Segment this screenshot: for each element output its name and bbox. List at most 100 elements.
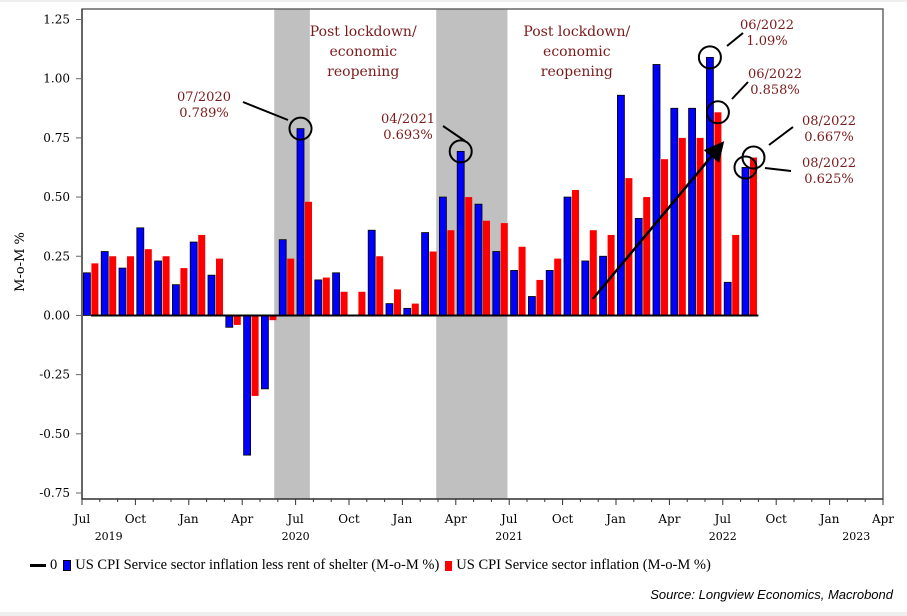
region-label-line: economic: [543, 44, 611, 60]
chart: 1.251.000.750.500.250.00-0.25-0.50-0.75 …: [13, 8, 894, 543]
bar-blue-2019-08: [100, 251, 109, 316]
y-tick-label: 0.25: [43, 249, 70, 263]
bar-blue-2020-08: [314, 279, 323, 316]
bar-blue-2019-10: [136, 227, 145, 316]
y-tick-label: 1.25: [43, 13, 70, 27]
y-tick-label: -0.75: [39, 486, 70, 500]
x-tick-label: Jul: [499, 512, 518, 526]
legend-series-1: US CPI Service sector inflation less ren…: [75, 557, 440, 573]
x-tick-label: Jan: [177, 512, 199, 526]
y-tick-label: -0.25: [39, 368, 70, 382]
x-tick-label: Jul: [72, 512, 91, 526]
region-label-line: economic: [329, 44, 397, 60]
annotation-label: 0.858%: [750, 83, 800, 98]
x-tick-label: Oct: [766, 512, 788, 526]
y-tick-label: 0.50: [43, 190, 70, 204]
bar-blue-2022-01: [617, 94, 625, 316]
bar-blue-2022-07: [723, 281, 732, 316]
bar-blue-2022-02: [634, 217, 643, 316]
bar-blue-2022-05: [688, 107, 696, 316]
bottom-border: [0, 612, 907, 616]
bar-blue-2020-02: [207, 274, 216, 316]
bar-red-2020-04: [251, 315, 259, 396]
bar-red-2020-06: [287, 258, 295, 316]
bar-red-2019-11: [162, 256, 170, 316]
x-tick-label: Jan: [391, 512, 413, 526]
annotation-label: 06/2022: [740, 18, 794, 33]
y-axis-label: M-o-M %: [13, 232, 28, 292]
annotation-circle: [288, 116, 313, 141]
bar-blue-2020-11: [367, 229, 376, 316]
x-tick-label: Jul: [713, 512, 732, 526]
bar-blue-2021-08: [528, 296, 536, 316]
y-tick-label: -0.50: [39, 427, 70, 441]
bar-red-2020-11: [376, 256, 384, 316]
bar-red-2021-01: [411, 303, 419, 316]
x-tick-label: Jan: [604, 512, 626, 526]
bar-blue-2021-07: [510, 270, 519, 316]
bar-blue-2020-06: [278, 239, 287, 316]
bar-blue-2021-05: [474, 203, 483, 316]
y-tick-label: 0.75: [43, 131, 70, 145]
bar-red-2021-06: [500, 223, 508, 316]
region-label-line: reopening: [541, 64, 613, 80]
bar-red-2021-04: [465, 197, 473, 316]
x-tick-label: Apr: [230, 512, 253, 526]
bar-red-2022-06: [714, 112, 722, 316]
bar-red-2019-07: [91, 263, 99, 316]
bar-red-2021-08: [536, 279, 544, 316]
bar-blue-2020-05: [260, 315, 269, 390]
x-tick-label: Oct: [125, 512, 147, 526]
trend-arrow: [591, 141, 725, 300]
bar-blue-2021-06: [492, 251, 501, 316]
bar-blue-2020-01: [189, 241, 198, 316]
bar-red-2020-12: [394, 289, 401, 316]
bar-red-2021-10: [572, 189, 579, 316]
bar-blue-2022-04: [670, 107, 679, 316]
legend-series-2: US CPI Service sector inflation (M-o-M %…: [456, 557, 711, 573]
bar-red-2022-05: [696, 137, 704, 316]
bar-red-2022-02: [643, 197, 651, 316]
annotation-label: 0.693%: [383, 128, 433, 143]
x-tick-label: Apr: [444, 512, 467, 526]
bar-red-2019-08: [109, 256, 117, 316]
bar-red-2022-08: [750, 157, 757, 316]
bar-red-2021-02: [429, 251, 437, 316]
year-label: 2023: [842, 530, 870, 543]
bar-blue-2020-03: [225, 315, 234, 328]
legend-red-swatch: [445, 560, 453, 571]
region-label-line: Post lockdown/: [310, 24, 417, 40]
year-label: 2019: [95, 530, 123, 543]
annotation-leader-line: [242, 101, 289, 121]
annotation-circle: [733, 155, 758, 180]
legend-zero-line-swatch: [30, 564, 46, 567]
region-label-line: Post lockdown/: [523, 24, 630, 40]
annotation-leader-line: [731, 81, 749, 100]
bar-blue-2020-12: [385, 303, 394, 316]
x-tick-label: Apr: [871, 512, 894, 526]
bar-red-2020-07: [305, 201, 312, 316]
bar-red-2020-09: [340, 291, 348, 316]
legend-zero-label: 0: [50, 557, 58, 573]
bar-red-2020-01: [198, 234, 206, 316]
bar-blue-2022-06: [706, 56, 714, 316]
annotation-label: 0.789%: [179, 106, 229, 121]
bar-blue-2019-09: [118, 267, 127, 316]
annotation-label: 08/2022: [802, 156, 856, 171]
y-tick-label: 0.00: [43, 308, 70, 322]
bar-red-2022-07: [732, 234, 740, 316]
bar-blue-2020-09: [332, 272, 341, 316]
bar-red-2022-01: [625, 178, 633, 316]
bar-red-2021-09: [554, 258, 562, 316]
x-tick-label: Oct: [552, 512, 574, 526]
x-tick-label: Jul: [285, 512, 304, 526]
annotation-label: 1.09%: [746, 34, 787, 49]
annotation-label: 04/2021: [381, 112, 435, 127]
year-label: 2022: [709, 530, 737, 543]
bar-blue-2021-02: [421, 232, 430, 316]
bar-blue-2021-04: [456, 150, 465, 316]
bar-blue-2019-07: [83, 272, 91, 316]
y-axis: 1.25 1.00 0.75 0.50 0.25 0.00 -0.25 -0.50 -0.75: [39, 9, 83, 500]
region-labels: Post lockdown/economic reopening Post lock…: [310, 24, 631, 80]
annotation-label: 0.667%: [804, 130, 854, 145]
